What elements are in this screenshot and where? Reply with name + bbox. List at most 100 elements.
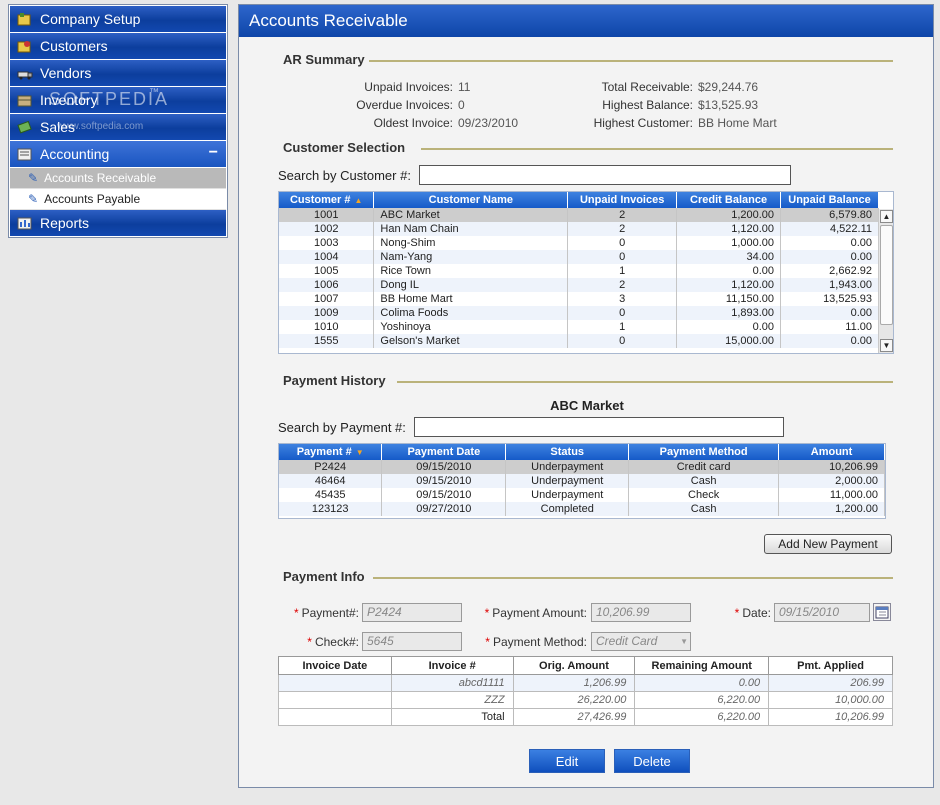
total-orig-amount: 27,426.99 xyxy=(512,708,636,726)
accounting-icon xyxy=(16,147,34,161)
check-no-field[interactable]: 5645 xyxy=(362,632,462,651)
column-header-payment-no[interactable]: Payment # ▼ xyxy=(279,444,383,460)
table-row[interactable]: 1006 Dong IL 2 1,120.00 1,943.00 xyxy=(279,278,879,292)
table-cell: 0.00 xyxy=(676,320,782,334)
payment-table: Payment # ▼ Payment Date Status Payment M… xyxy=(278,443,886,519)
sidebar-item-vendors[interactable]: Vendors xyxy=(10,60,226,86)
sort-ascending-icon: ▲ xyxy=(354,196,363,205)
table-cell: Underpayment xyxy=(505,488,630,502)
table-cell: Cash xyxy=(628,502,780,516)
table-cell: Nam-Yang xyxy=(373,250,569,264)
inventory-icon xyxy=(16,93,34,107)
column-header-unpaid-invoices[interactable]: Unpaid Invoices xyxy=(567,192,678,208)
sidebar-item-label: Customers xyxy=(40,38,108,54)
table-cell: Credit card xyxy=(628,460,780,474)
date-field[interactable]: 09/15/2010 xyxy=(774,603,870,622)
table-cell: 0 xyxy=(567,250,678,264)
total-receivable-label: Total Receivable: xyxy=(601,80,693,94)
table-cell: Check xyxy=(628,488,780,502)
section-divider xyxy=(369,60,893,62)
sidebar-item-customers[interactable]: Customers xyxy=(10,33,226,59)
table-row[interactable]: 1007 BB Home Mart 3 11,150.00 13,525.93 xyxy=(279,292,879,306)
table-cell: Gelson's Market xyxy=(373,334,569,348)
column-header-amount[interactable]: Amount xyxy=(778,444,885,460)
invoice-total-row: Total 27,426.99 6,220.00 10,206.99 xyxy=(278,708,893,726)
table-row[interactable]: 1003 Nong-Shim 0 1,000.00 0.00 xyxy=(279,236,879,250)
payment-method-value: Credit Card xyxy=(596,634,658,648)
customer-selection-title: Customer Selection xyxy=(283,140,406,155)
table-row[interactable]: 1555 Gelson's Market 0 15,000.00 0.00 xyxy=(279,334,879,348)
column-header-credit-balance[interactable]: Credit Balance xyxy=(676,192,782,208)
sort-descending-icon: ▼ xyxy=(355,448,364,457)
sidebar-item-inventory[interactable]: Inventory xyxy=(10,87,226,113)
table-cell: 34.00 xyxy=(676,250,782,264)
scroll-thumb[interactable] xyxy=(880,225,893,325)
table-cell: 2 xyxy=(567,278,678,292)
table-row[interactable]: P2424 09/15/2010 Underpayment Credit card 10… xyxy=(279,460,885,474)
column-header-status[interactable]: Status xyxy=(505,444,630,460)
column-header-payment-date[interactable]: Payment Date xyxy=(381,444,507,460)
table-cell: 2,000.00 xyxy=(778,474,885,488)
table-cell: Underpayment xyxy=(505,474,630,488)
table-row[interactable]: 1009 Colima Foods 0 1,893.00 0.00 xyxy=(279,306,879,320)
table-row[interactable]: 123123 09/27/2010 Completed Cash 1,200.00 xyxy=(279,502,885,516)
table-cell: 1555 xyxy=(279,334,375,348)
calendar-icon[interactable] xyxy=(873,603,891,621)
edit-button[interactable]: Edit xyxy=(529,749,605,773)
sidebar-subitem-accounts-receivable[interactable]: ✎ Accounts Receivable xyxy=(10,168,226,189)
total-label: Total xyxy=(390,708,514,726)
payment-search-input[interactable] xyxy=(414,417,784,437)
table-cell: 1,000.00 xyxy=(676,236,782,250)
column-header-customer-no[interactable]: Customer # ▲ xyxy=(279,192,375,208)
customer-table-scrollbar[interactable]: ▲ ▼ xyxy=(878,209,893,353)
sidebar-item-sales[interactable]: Sales xyxy=(10,114,226,140)
add-new-payment-button[interactable]: Add New Payment xyxy=(764,534,892,554)
table-row[interactable]: 1002 Han Nam Chain 2 1,120.00 4,522.11 xyxy=(279,222,879,236)
collapse-icon[interactable]: − xyxy=(208,144,218,161)
table-row[interactable]: 1010 Yoshinoya 1 0.00 11.00 xyxy=(279,320,879,334)
table-cell: Cash xyxy=(628,474,780,488)
table-cell: 1001 xyxy=(279,208,375,222)
sidebar-item-reports[interactable]: Reports xyxy=(10,210,226,236)
reports-icon xyxy=(16,216,34,230)
scroll-up-icon[interactable]: ▲ xyxy=(880,210,893,223)
table-cell: 1,120.00 xyxy=(676,278,782,292)
table-cell: 2 xyxy=(567,222,678,236)
sidebar-item-label: Sales xyxy=(40,119,76,135)
table-row[interactable]: 1005 Rice Town 1 0.00 2,662.92 xyxy=(279,264,879,278)
customer-search-label: Search by Customer #: xyxy=(278,168,411,183)
delete-button[interactable]: Delete xyxy=(614,749,690,773)
column-header-invoice-no: Invoice # xyxy=(390,656,514,675)
table-cell: Yoshinoya xyxy=(373,320,569,334)
sidebar-item-company-setup[interactable]: Company Setup xyxy=(10,6,226,32)
sidebar-item-accounting[interactable]: Accounting − xyxy=(10,141,226,167)
sidebar-item-label: Accounting xyxy=(40,146,110,162)
table-cell: 1005 xyxy=(279,264,375,278)
sidebar-subitem-accounts-payable[interactable]: ✎ Accounts Payable xyxy=(10,189,226,210)
section-divider xyxy=(421,148,893,150)
column-header-payment-method[interactable]: Payment Method xyxy=(628,444,780,460)
sales-icon xyxy=(16,120,34,134)
table-row[interactable]: 1001 ABC Market 2 1,200.00 6,579.80 xyxy=(279,208,879,222)
payment-no-field[interactable]: P2424 xyxy=(362,603,462,622)
column-header-customer-name[interactable]: Customer Name xyxy=(373,192,569,208)
payment-method-select[interactable]: Credit Card ▼ xyxy=(591,632,691,651)
table-cell: ZZZ xyxy=(390,691,514,709)
sidebar-item-label: Inventory xyxy=(40,92,98,108)
table-cell: 0.00 xyxy=(634,674,770,692)
page-title: Accounts Receivable xyxy=(239,5,933,37)
table-row[interactable]: 1004 Nam-Yang 0 34.00 0.00 xyxy=(279,250,879,264)
column-header-unpaid-balance[interactable]: Unpaid Balance xyxy=(780,192,879,208)
column-header-orig-amount: Orig. Amount xyxy=(512,656,636,675)
table-cell: 46464 xyxy=(279,474,383,488)
column-header-pmt-applied: Pmt. Applied xyxy=(768,656,893,675)
sidebar: Company Setup Customers Vendors Inventor… xyxy=(8,4,228,238)
table-cell: 0.00 xyxy=(780,250,879,264)
sidebar-item-label: Vendors xyxy=(40,65,92,81)
customer-search-input[interactable] xyxy=(419,165,791,185)
table-row[interactable]: 45435 09/15/2010 Underpayment Check 11,000.0… xyxy=(279,488,885,502)
payment-amount-field[interactable]: 10,206.99 xyxy=(591,603,691,622)
scroll-down-icon[interactable]: ▼ xyxy=(880,339,893,352)
payment-amount-label: * Payment Amount: xyxy=(484,606,587,620)
table-row[interactable]: 46464 09/15/2010 Underpayment Cash 2,000.00 xyxy=(279,474,885,488)
